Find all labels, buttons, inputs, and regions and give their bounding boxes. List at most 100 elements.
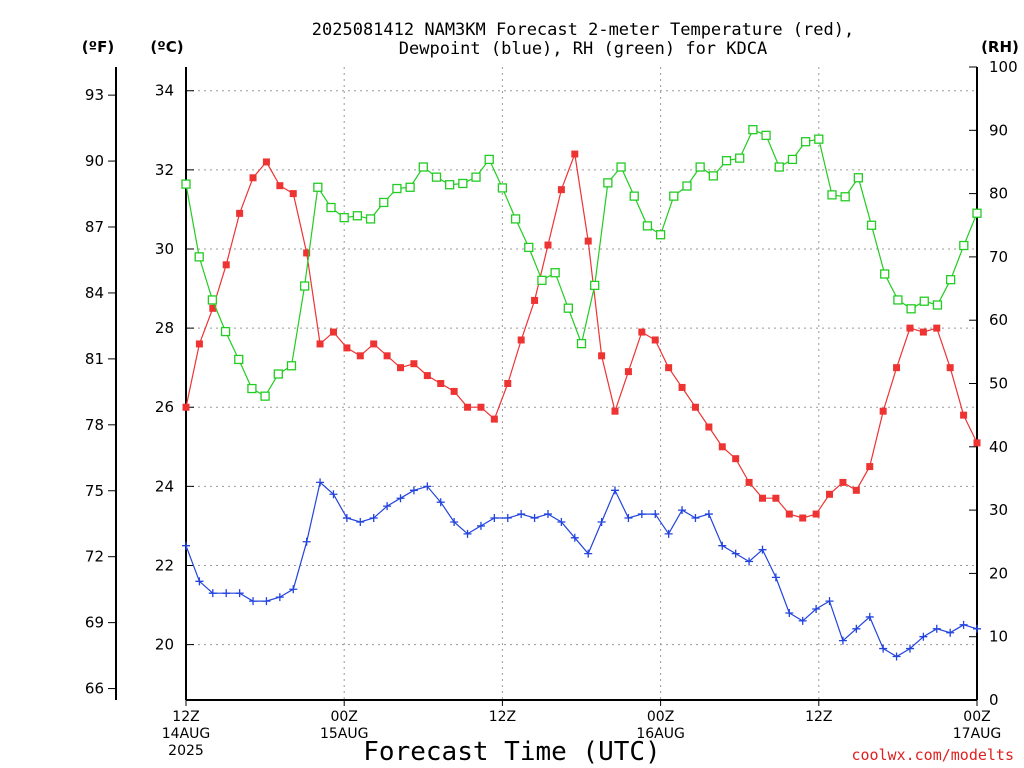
data-point bbox=[343, 344, 351, 352]
data-point bbox=[235, 589, 244, 598]
data-point bbox=[637, 510, 646, 519]
data-point bbox=[705, 423, 713, 431]
data-point bbox=[812, 605, 821, 614]
data-point bbox=[484, 154, 494, 165]
data-point bbox=[437, 380, 445, 387]
data-point bbox=[642, 221, 653, 231]
fahrenheit-tick-label: 69 bbox=[85, 614, 104, 632]
celsius-unit-label: (ºC) bbox=[150, 38, 183, 56]
data-point bbox=[800, 137, 811, 147]
data-point bbox=[933, 324, 941, 332]
data-point bbox=[758, 545, 767, 554]
data-point bbox=[771, 573, 780, 582]
data-point bbox=[839, 478, 847, 486]
x-tick-label: 12Z bbox=[489, 709, 516, 725]
fahrenheit-tick-label: 87 bbox=[85, 218, 104, 236]
data-point bbox=[207, 295, 218, 305]
data-point bbox=[262, 597, 271, 606]
rh-tick-label: 90 bbox=[989, 121, 1008, 139]
data-point bbox=[590, 280, 600, 291]
data-point bbox=[423, 482, 432, 491]
tick-labels: 20 22 24 26 28 30 32 34 66 69 72 75 78 81 84 87 90 93 0 10 2… bbox=[85, 58, 1018, 759]
data-point bbox=[316, 478, 325, 487]
data-point bbox=[497, 183, 508, 193]
data-point bbox=[576, 338, 587, 349]
rh-tick-label: 80 bbox=[989, 185, 1008, 203]
data-point bbox=[745, 478, 753, 486]
series-line bbox=[185, 481, 978, 658]
rh-tick-label: 50 bbox=[989, 375, 1008, 393]
data-point bbox=[418, 162, 428, 172]
celsius-tick-label: 32 bbox=[155, 161, 174, 179]
data-point bbox=[550, 268, 560, 278]
data-point bbox=[445, 180, 455, 190]
data-point bbox=[879, 644, 888, 653]
data-point bbox=[182, 541, 190, 550]
data-point bbox=[919, 296, 929, 306]
data-point bbox=[932, 624, 941, 633]
data-point bbox=[431, 172, 442, 182]
series-line bbox=[185, 151, 978, 519]
data-point bbox=[945, 275, 956, 285]
data-point bbox=[370, 340, 378, 348]
rh-tick-label: 60 bbox=[989, 311, 1008, 329]
data-point bbox=[852, 486, 860, 494]
data-point bbox=[960, 411, 968, 419]
rh-tick-label: 10 bbox=[989, 628, 1008, 646]
data-point bbox=[584, 549, 593, 558]
data-point bbox=[624, 514, 633, 523]
data-point bbox=[892, 652, 901, 661]
data-point bbox=[450, 387, 458, 395]
series-dewpoint bbox=[182, 478, 981, 661]
data-point bbox=[316, 340, 324, 348]
rh-tick-label: 100 bbox=[989, 58, 1018, 76]
data-point bbox=[383, 352, 391, 360]
data-point bbox=[260, 391, 270, 401]
data-point bbox=[543, 510, 552, 519]
data-point bbox=[691, 403, 699, 411]
data-point bbox=[544, 241, 552, 249]
data-point bbox=[772, 494, 780, 502]
data-point bbox=[397, 364, 405, 372]
fahrenheit-tick-label: 93 bbox=[85, 86, 104, 104]
data-point bbox=[853, 173, 863, 183]
data-point bbox=[209, 304, 217, 312]
data-point bbox=[946, 364, 954, 372]
data-point bbox=[396, 494, 405, 503]
data-point bbox=[919, 632, 928, 641]
data-point bbox=[490, 514, 499, 523]
x-tick-label: 00Z bbox=[330, 709, 357, 725]
fahrenheit-tick-label: 78 bbox=[85, 416, 104, 434]
data-point bbox=[691, 514, 700, 523]
fahrenheit-tick-label: 75 bbox=[85, 482, 104, 500]
data-point bbox=[611, 407, 619, 415]
data-point bbox=[906, 304, 916, 314]
data-point bbox=[531, 296, 539, 304]
data-point bbox=[655, 230, 666, 240]
data-point bbox=[458, 178, 468, 189]
data-point bbox=[774, 162, 784, 172]
data-point bbox=[731, 549, 740, 558]
data-point bbox=[194, 252, 204, 262]
x-tick-label: 16AUG bbox=[636, 726, 685, 742]
data-point bbox=[383, 502, 392, 511]
data-point bbox=[840, 192, 850, 202]
data-point bbox=[392, 183, 402, 194]
data-point bbox=[409, 486, 418, 495]
data-point bbox=[732, 455, 740, 463]
data-point bbox=[718, 541, 727, 550]
data-point bbox=[866, 220, 877, 230]
data-point bbox=[946, 628, 955, 637]
data-point bbox=[959, 620, 968, 629]
chart-title-line-2: Dewpoint (blue), RH (green) for KDCA bbox=[399, 39, 767, 59]
data-point bbox=[893, 295, 903, 305]
chart-title-line-1: 2025081412 NAM3KM Forecast 2-meter Tempe… bbox=[312, 20, 854, 40]
data-point bbox=[678, 383, 686, 391]
data-point bbox=[410, 360, 418, 368]
data-point bbox=[866, 463, 874, 471]
data-point bbox=[557, 517, 566, 526]
data-point bbox=[423, 372, 431, 380]
data-point bbox=[339, 213, 349, 223]
data-point bbox=[557, 186, 565, 194]
